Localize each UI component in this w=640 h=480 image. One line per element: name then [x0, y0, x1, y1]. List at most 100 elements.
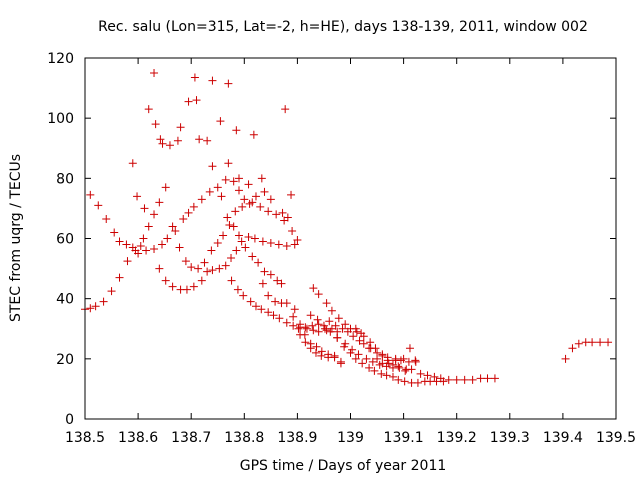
data-point: [190, 73, 199, 82]
data-point: [264, 291, 273, 300]
data-point: [289, 312, 298, 321]
data-point: [86, 304, 95, 313]
data-point: [338, 324, 347, 333]
data-point: [391, 356, 400, 365]
y-tick-label: 60: [56, 232, 74, 248]
data-point: [289, 321, 298, 330]
data-point: [334, 314, 343, 323]
data-point: [192, 96, 201, 105]
data-point: [102, 214, 111, 223]
data-point: [317, 347, 326, 356]
plot-frame: [84, 57, 617, 420]
data-point: [107, 287, 116, 296]
data-point: [274, 240, 283, 249]
data-point: [405, 344, 414, 353]
data-point: [476, 374, 485, 383]
data-point: [378, 350, 387, 359]
data-point: [254, 258, 263, 267]
data-point: [384, 359, 393, 368]
data-point: [271, 297, 280, 306]
data-point: [301, 338, 310, 347]
data-point: [296, 330, 305, 339]
data-point: [355, 336, 364, 345]
data-point: [264, 308, 273, 317]
data-point: [237, 237, 246, 246]
data-point: [123, 257, 132, 266]
data-point: [325, 317, 334, 326]
data-point: [240, 195, 249, 204]
data-point: [588, 338, 597, 347]
data-point: [354, 350, 363, 359]
data-point: [232, 126, 241, 135]
y-tick-label: 40: [56, 292, 74, 308]
data-point: [490, 374, 499, 383]
data-point: [322, 326, 331, 335]
data-point: [168, 282, 177, 291]
data-point: [411, 357, 420, 366]
data-point: [362, 354, 371, 363]
data-point: [273, 276, 282, 285]
data-point: [207, 246, 216, 255]
data-point: [128, 159, 137, 168]
x-tick-label: 139.3: [490, 430, 530, 446]
data-point: [394, 362, 403, 371]
data-point: [197, 195, 206, 204]
data-point: [377, 369, 386, 378]
data-point: [215, 264, 224, 273]
data-point: [306, 344, 315, 353]
data-point: [423, 371, 432, 380]
x-axis-label: GPS time / Days of year 2011: [240, 458, 447, 474]
data-point: [179, 214, 188, 223]
data-point: [288, 226, 297, 235]
data-point: [373, 354, 382, 363]
data-point: [150, 245, 159, 254]
data-point: [221, 261, 230, 270]
data-point: [282, 242, 291, 251]
data-point: [182, 285, 191, 294]
data-point: [197, 276, 206, 285]
data-point: [245, 199, 254, 208]
data-point: [165, 141, 174, 150]
data-point: [294, 324, 303, 333]
data-point: [219, 231, 228, 240]
data-point: [561, 354, 570, 363]
data-point: [351, 354, 360, 363]
data-point: [128, 243, 137, 252]
data-point: [411, 356, 420, 365]
data-point: [115, 237, 124, 246]
data-point: [156, 135, 165, 144]
data-point: [444, 375, 453, 384]
data-point: [241, 243, 250, 252]
data-point: [139, 234, 148, 243]
data-point: [301, 323, 310, 332]
data-point: [239, 291, 248, 300]
data-point: [161, 276, 170, 285]
data-point: [331, 321, 340, 330]
data-point: [233, 285, 242, 294]
y-tick-label: 80: [56, 171, 74, 187]
data-point: [150, 69, 159, 78]
data-point: [359, 339, 368, 348]
data-point: [395, 363, 404, 372]
data-point: [257, 305, 266, 314]
data-point: [382, 371, 391, 380]
data-point: [290, 240, 299, 249]
data-point: [264, 207, 273, 216]
data-point: [306, 311, 315, 320]
data-point: [184, 208, 193, 217]
data-point: [91, 302, 100, 311]
data-point: [314, 290, 323, 299]
data-point: [407, 365, 416, 374]
data-point: [250, 234, 259, 243]
data-point: [404, 357, 413, 366]
data-point: [269, 311, 278, 320]
data-point: [227, 254, 236, 263]
data-point: [574, 339, 583, 348]
data-point: [216, 117, 225, 126]
data-point: [168, 222, 177, 231]
data-point: [309, 326, 318, 335]
data-point: [189, 202, 198, 211]
data-point: [94, 201, 103, 210]
data-point: [452, 375, 461, 384]
